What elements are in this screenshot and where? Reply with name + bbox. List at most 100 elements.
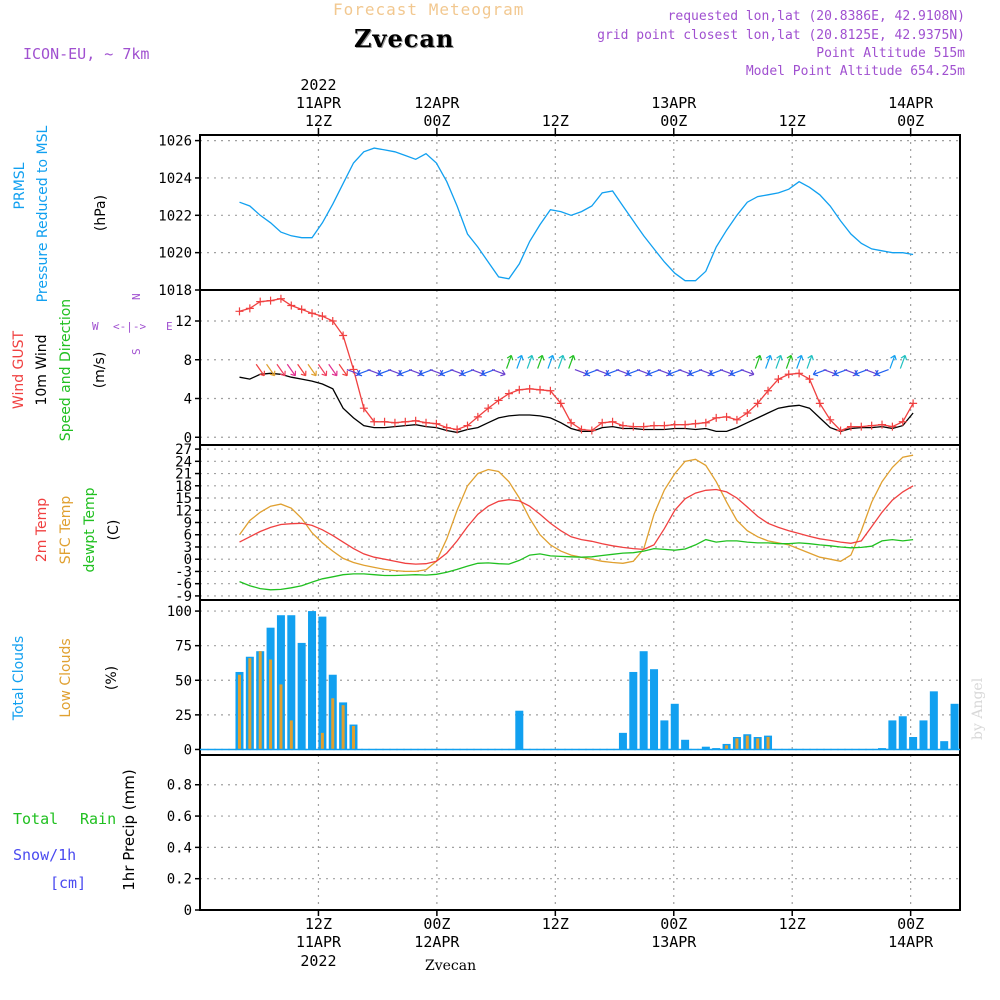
wind-arrow-head bbox=[833, 369, 839, 377]
total-cloud-bar bbox=[297, 642, 306, 750]
pressure-series-prmsl bbox=[239, 147, 914, 282]
wind-arrow-shaft bbox=[557, 355, 564, 369]
wind-arrow bbox=[328, 363, 338, 377]
ytick-label: 1020 bbox=[158, 246, 192, 262]
gust-point bbox=[276, 294, 285, 303]
wind-arrow-shaft bbox=[526, 355, 533, 369]
wind-arrow bbox=[338, 363, 348, 377]
wind-arrow-head bbox=[807, 354, 814, 361]
bottom-time-label: 12Z bbox=[305, 915, 332, 933]
gust-point bbox=[712, 413, 721, 422]
wind-arrow-shaft bbox=[875, 369, 889, 375]
gust-point bbox=[867, 421, 876, 430]
low-cloud-bar bbox=[341, 705, 345, 750]
top-time-label: 12Z bbox=[542, 112, 569, 130]
total-cloud-bar bbox=[681, 739, 690, 750]
gust-point bbox=[701, 418, 710, 427]
wind-arrow bbox=[688, 369, 703, 377]
compass-rose: W <-|-> E N S bbox=[92, 293, 173, 355]
ytick-label: 12 bbox=[175, 503, 192, 519]
ytick-label: 0 bbox=[184, 430, 192, 446]
wind-arrow bbox=[286, 363, 297, 377]
total-cloud-bar bbox=[650, 669, 659, 750]
low-cloud-bar bbox=[756, 738, 760, 750]
bottom-time-label: 00Z bbox=[660, 915, 687, 933]
model-name: ICON-EU, ~ 7km bbox=[23, 45, 150, 63]
gust-point bbox=[857, 422, 866, 431]
wind-arrow-shaft bbox=[516, 355, 523, 369]
wind-arrow-head bbox=[765, 354, 773, 361]
gust-point bbox=[390, 418, 399, 427]
wind-arrow-head bbox=[342, 370, 348, 377]
gust-point bbox=[546, 386, 555, 395]
gust-point bbox=[235, 307, 244, 316]
ytick-label: -3 bbox=[175, 564, 192, 580]
wind-arrow bbox=[516, 354, 524, 369]
wind-label-gust: Wind GUST bbox=[11, 330, 27, 409]
footer-location: Zvecan bbox=[425, 958, 477, 974]
compass-n: N bbox=[130, 293, 143, 300]
gust-point bbox=[463, 421, 472, 430]
gust-point bbox=[504, 389, 513, 398]
wind-arrow-shaft bbox=[317, 363, 327, 377]
wind-arrow-head bbox=[786, 354, 794, 361]
wind-arrow bbox=[899, 354, 908, 369]
cloud-unit: (%) bbox=[104, 666, 120, 690]
gust-point bbox=[909, 399, 918, 408]
gust-point bbox=[567, 418, 576, 427]
gust-point bbox=[681, 420, 690, 429]
wind-arrow-head bbox=[605, 369, 611, 377]
wind-arrow bbox=[439, 369, 454, 377]
gust-point bbox=[650, 421, 659, 430]
wind-arrow bbox=[754, 354, 763, 369]
top-year-label: 2022 bbox=[300, 76, 336, 94]
ytick-label: 12 bbox=[175, 314, 192, 330]
ytick-label: 1022 bbox=[158, 208, 192, 224]
wind-arrow bbox=[398, 369, 413, 377]
wind-arrow-shaft bbox=[568, 355, 575, 369]
gust-point bbox=[401, 417, 410, 426]
wind-arrow bbox=[626, 369, 641, 377]
location-title: Zvecan bbox=[354, 24, 455, 53]
wind-label-direction: Speed and Direction bbox=[58, 299, 74, 441]
wind-arrow-shaft bbox=[338, 363, 348, 377]
wind-arrow-head bbox=[568, 354, 576, 361]
gust-point bbox=[898, 417, 907, 426]
ytick-label: 0.2 bbox=[167, 872, 192, 888]
wind-arrow bbox=[812, 369, 827, 377]
gust-point bbox=[245, 304, 254, 313]
wind-arrow bbox=[297, 363, 307, 377]
ytick-label: 24 bbox=[175, 454, 192, 470]
wind-arrow-shaft bbox=[276, 363, 286, 377]
wind-arrow bbox=[765, 354, 773, 369]
gust-point bbox=[453, 425, 462, 434]
ytick-label: 50 bbox=[175, 673, 192, 689]
gust-point bbox=[515, 385, 524, 394]
low-cloud-bar bbox=[320, 732, 324, 750]
gust-point bbox=[256, 297, 265, 306]
precip-grid: 0 0.2 0.4 0.6 0.8 bbox=[167, 755, 960, 919]
wind-label-10m: 10m Wind bbox=[34, 334, 50, 405]
wind-arrow-head bbox=[729, 369, 736, 377]
ytick-label: 0 bbox=[184, 552, 192, 568]
wind-arrow-head bbox=[748, 369, 755, 377]
gust-point bbox=[587, 426, 596, 435]
wind-arrow-shaft bbox=[796, 355, 803, 369]
ytick-label: -9 bbox=[175, 589, 192, 605]
gust-point bbox=[722, 412, 731, 421]
wind-arrow-head bbox=[321, 370, 328, 377]
wind-series-10m-wind bbox=[239, 372, 914, 434]
gust-point bbox=[536, 385, 545, 394]
cloud-bars bbox=[200, 611, 960, 751]
ytick-label: 100 bbox=[167, 604, 192, 620]
wind-arrows bbox=[255, 354, 908, 377]
ytick-label: 1026 bbox=[158, 134, 192, 150]
wind-arrow-shaft bbox=[297, 363, 307, 377]
gust-point bbox=[318, 312, 327, 321]
wind-arrow bbox=[557, 354, 566, 369]
top-day-label: 14APR bbox=[888, 94, 934, 112]
temp-label-2m: 2m Temp bbox=[34, 498, 50, 562]
wind-arrow-head bbox=[311, 370, 317, 377]
top-day-label: 12APR bbox=[414, 94, 460, 112]
wind-arrow bbox=[806, 354, 814, 369]
